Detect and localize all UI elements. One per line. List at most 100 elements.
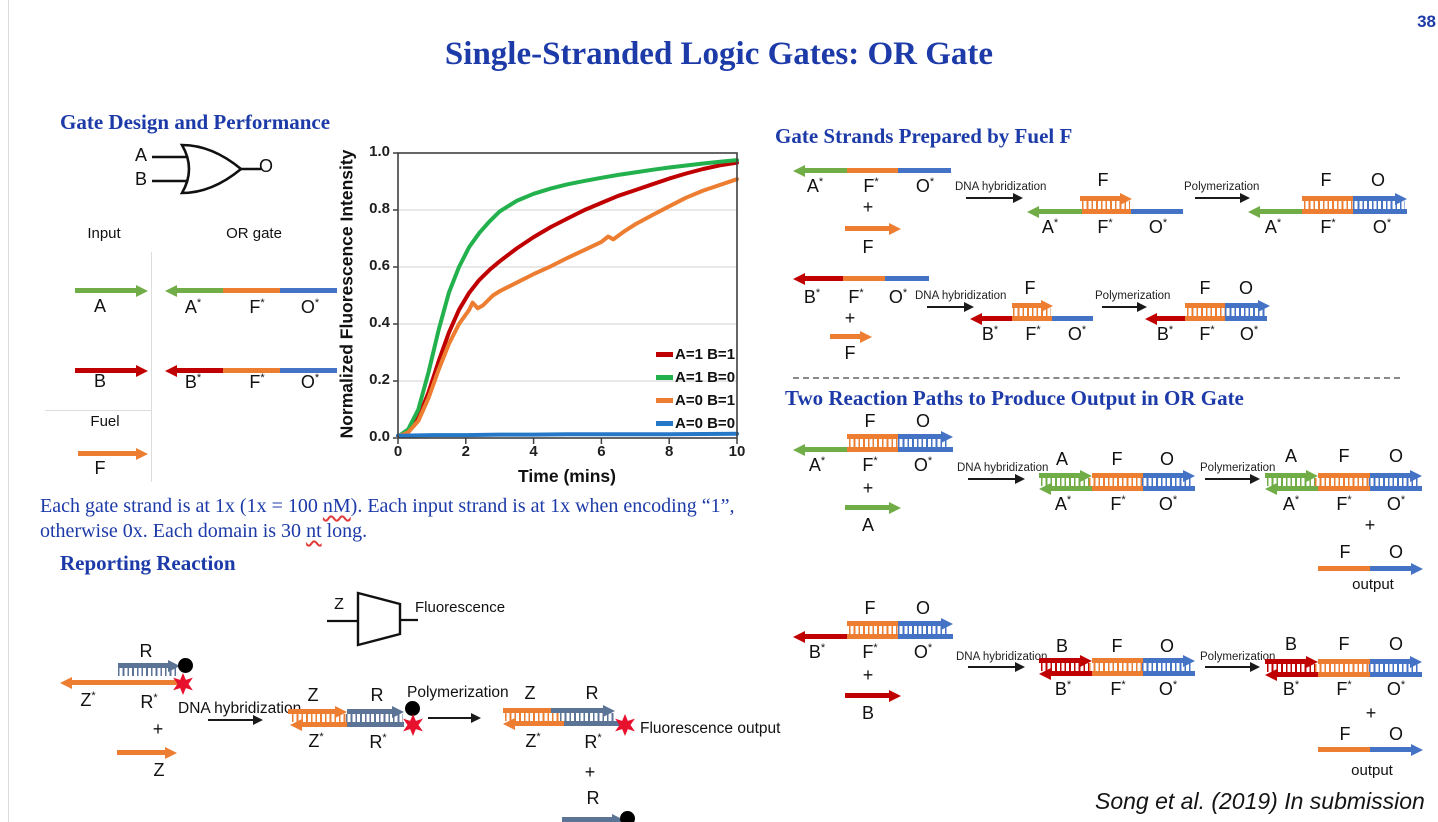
domain-label: O* — [913, 642, 933, 662]
legend-item: A=1 B=1 — [656, 343, 735, 366]
duplex-hatch — [1041, 478, 1192, 486]
domain-label: F — [1097, 170, 1109, 190]
domain-label: R — [586, 788, 600, 808]
y-tick-label: 0.0 — [369, 428, 390, 445]
plus-sign: + — [844, 308, 856, 328]
gate-strand-afo — [793, 164, 951, 177]
legend-swatch — [656, 398, 673, 403]
reaction-arrow-icon — [1102, 302, 1147, 312]
domain-label: F — [862, 237, 874, 257]
fuel-header: Fuel — [90, 413, 120, 430]
gate-strand-bfo — [165, 364, 337, 377]
domain-label: B* — [1054, 679, 1072, 699]
x-tick-label: 2 — [461, 443, 470, 460]
domain-label: Z* — [80, 690, 96, 710]
domain-label: F* — [848, 287, 864, 307]
input-strand-b — [75, 364, 148, 377]
x-tick-label: 0 — [393, 443, 403, 460]
slide-title: Single-Stranded Logic Gates: OR Gate — [444, 36, 994, 72]
reporter-bottom-strand — [60, 676, 178, 689]
domain-label: F — [1339, 724, 1351, 744]
reaction-step-label: DNA hybridization — [957, 462, 1049, 474]
plus-sign: + — [152, 719, 164, 739]
duplex-hatch — [1041, 663, 1192, 671]
domain-label: Z* — [308, 731, 324, 751]
domain-label: O — [1388, 724, 1404, 744]
plus-sign: + — [1365, 703, 1377, 723]
duplex-hatch — [1082, 201, 1130, 209]
duplex-hatch — [292, 714, 403, 722]
domain-label: A* — [1264, 217, 1282, 237]
domain-label: F* — [1320, 217, 1336, 237]
domain-label: B* — [1156, 324, 1174, 344]
y-tick-label: 0.6 — [369, 257, 390, 274]
input-strand-a — [845, 501, 901, 514]
gate-strand-bfo — [1039, 667, 1195, 680]
domain-label: F* — [1110, 494, 1126, 514]
domain-label: F — [844, 343, 856, 363]
domain-label: O — [1388, 542, 1404, 562]
input-strand-z — [117, 746, 177, 759]
gate-strand-bfo — [1145, 312, 1267, 325]
domain-label: R* — [584, 732, 602, 752]
legend-swatch — [656, 375, 673, 380]
fuel-strand-f — [845, 222, 901, 235]
note-line-1: Each gate strand is at 1x (1x = 100 nM).… — [40, 495, 735, 517]
domain-label: R — [585, 683, 599, 703]
domain-label: B — [1284, 634, 1298, 654]
or-input-b-label: B — [134, 169, 148, 189]
duplex-hatch — [1267, 664, 1419, 672]
reaction-arrow-icon — [927, 302, 974, 312]
fluorophore-icon — [403, 714, 423, 736]
plus-sign: + — [862, 478, 874, 498]
domain-label: O — [1159, 636, 1175, 656]
domain-label: F* — [1097, 217, 1113, 237]
reporter-fluorescence-label: Fluorescence — [415, 599, 506, 616]
output-label: output — [1352, 576, 1394, 593]
domain-label: Z — [153, 760, 165, 780]
domain-label: A* — [808, 455, 826, 475]
plus-sign: + — [1364, 515, 1376, 535]
x-tick-label: 10 — [728, 443, 746, 460]
domain-label: O* — [1067, 324, 1087, 344]
domain-label: F — [864, 411, 876, 431]
quencher-icon — [405, 701, 420, 716]
note-line-2: otherwise 0x. Each domain is 30 nt long. — [40, 520, 368, 542]
released-strand-r — [562, 813, 624, 822]
reaction-arrow-icon — [968, 474, 1025, 484]
domain-label: B — [861, 703, 875, 723]
domain-label: F* — [863, 176, 879, 196]
output-label: output — [1351, 762, 1393, 779]
gate-strand-afo — [793, 443, 953, 456]
output-strand-fo — [1318, 562, 1423, 575]
chart-y-axis-label: Normalized Fluorescence Intensity — [336, 149, 357, 439]
domain-label: R* — [369, 732, 387, 752]
reaction-step-label: DNA hybridization — [956, 651, 1048, 663]
duplex-bottom-strand — [290, 718, 404, 731]
domain-label: F* — [1025, 324, 1041, 344]
input-strand-b — [845, 689, 901, 702]
domain-label: O* — [1148, 217, 1168, 237]
fuel-divider — [45, 410, 151, 411]
domain-label: R — [370, 685, 384, 705]
y-tick-label: 0.8 — [369, 200, 390, 217]
column-divider — [151, 252, 152, 482]
domain-label: F* — [862, 455, 878, 475]
or-output-o-label: O — [258, 156, 274, 176]
domain-label: B* — [808, 642, 826, 662]
domain-label: O* — [300, 372, 320, 392]
gate-strand-bfo — [970, 312, 1093, 325]
duplex-hatch — [505, 713, 615, 721]
input-b-label: B — [93, 371, 107, 391]
duplex-bottom-strand — [503, 717, 627, 730]
legend-label: A=0 B=0 — [675, 415, 736, 432]
reaction-step-label: Polymerization — [1200, 462, 1276, 474]
reaction-arrow-icon — [1195, 193, 1250, 203]
reporting-heading: Reporting Reaction — [60, 551, 236, 575]
legend-label: A=1 B=0 — [675, 369, 736, 386]
quencher-icon — [178, 658, 193, 673]
reaction-step-label: Polymerization — [1200, 651, 1276, 663]
legend-item: A=0 B=0 — [656, 412, 735, 435]
domain-label: O* — [1239, 324, 1259, 344]
